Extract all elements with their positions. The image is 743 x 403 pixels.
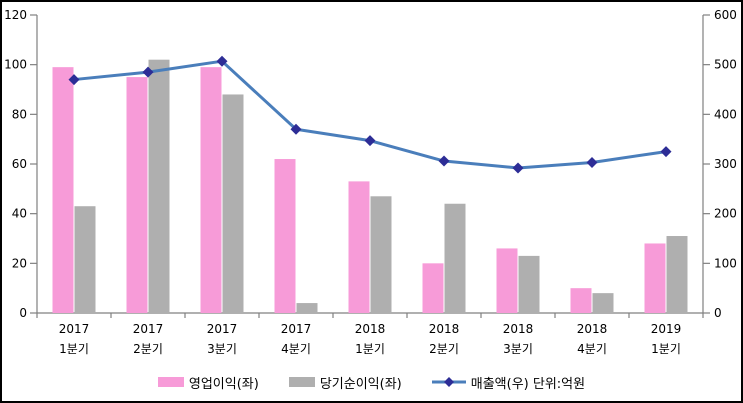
bar-net-income xyxy=(296,303,318,313)
x-axis-label-year: 2018 xyxy=(577,322,608,336)
x-axis-label-year: 2018 xyxy=(355,322,386,336)
legend-diamond-marker xyxy=(443,377,454,387)
bar-operating-profit xyxy=(52,67,74,314)
x-axis-label-quarter: 4분기 xyxy=(281,342,311,356)
bar-operating-profit xyxy=(422,263,444,313)
right-axis-tick-label: 400 xyxy=(714,107,737,121)
bar-net-income xyxy=(666,236,688,313)
legend-item-net-income: 당기순이익(좌) xyxy=(288,373,402,392)
net-income-swatch xyxy=(288,377,315,387)
x-axis-label-quarter: 3분기 xyxy=(207,342,237,356)
bar-operating-profit xyxy=(126,77,148,313)
x-axis-label-quarter: 2분기 xyxy=(429,342,459,356)
revenue-line-marker xyxy=(586,157,598,169)
revenue-line-marker xyxy=(364,135,376,147)
right-axis-tick-label: 0 xyxy=(714,306,722,320)
revenue-line-swatch xyxy=(431,377,466,387)
legend-label-net-income: 당기순이익(좌) xyxy=(319,376,402,392)
x-axis-label-quarter: 2분기 xyxy=(133,342,163,356)
bar-operating-profit xyxy=(644,243,666,313)
bar-net-income xyxy=(444,203,466,313)
bar-net-income xyxy=(592,293,614,313)
x-axis-label-year: 2017 xyxy=(281,322,312,336)
x-axis-label-year: 2019 xyxy=(651,322,682,336)
left-axis-tick-label: 20 xyxy=(12,256,27,270)
revenue-line-marker xyxy=(438,155,450,167)
x-axis-label-quarter: 1분기 xyxy=(59,342,89,356)
bar-net-income xyxy=(74,206,96,313)
bar-net-income xyxy=(148,59,170,314)
operating-profit-swatch xyxy=(157,377,184,387)
quarterly-earnings-chart: 0 20 40 60 80 100 120 0 100 200 300 400 500 600 2017 1분… xyxy=(4,8,737,356)
left-axis-tick-label: 80 xyxy=(12,107,27,121)
right-axis-tick-label: 600 xyxy=(714,8,737,22)
bar-net-income xyxy=(222,94,244,313)
legend-item-revenue: 매출액(우) 단위:억원 xyxy=(431,373,586,392)
left-axis-tick-label: 0 xyxy=(19,306,27,320)
x-axis-label-quarter: 1분기 xyxy=(651,342,681,356)
legend: 영업이익(좌) 당기순이익(좌) 매출액(우) 단위:억원 xyxy=(2,369,741,395)
left-axis-tick-label: 40 xyxy=(12,207,27,221)
revenue-line-marker xyxy=(68,74,80,86)
legend-label-revenue: 매출액(우) 단위:억원 xyxy=(470,376,586,392)
x-axis-label-quarter: 3분기 xyxy=(503,342,533,356)
x-axis-label-year: 2018 xyxy=(503,322,534,336)
right-axis-tick-label: 100 xyxy=(714,256,737,270)
right-axis-tick-label: 300 xyxy=(714,157,737,171)
x-axis-label-quarter: 1분기 xyxy=(355,342,385,356)
left-axis-tick-label: 60 xyxy=(12,157,27,171)
right-axis-tick-label: 500 xyxy=(714,58,737,72)
x-axis-label-year: 2017 xyxy=(133,322,164,336)
revenue-line-marker xyxy=(512,162,524,174)
bar-operating-profit xyxy=(496,248,518,313)
left-axis-tick-label: 100 xyxy=(4,58,27,72)
revenue-line-marker xyxy=(216,55,228,67)
x-axis-label-quarter: 4분기 xyxy=(577,342,607,356)
revenue-line-marker xyxy=(290,123,302,135)
x-axis-label-year: 2017 xyxy=(207,322,238,336)
bar-operating-profit xyxy=(274,159,296,313)
right-axis-tick-label: 200 xyxy=(714,207,737,221)
bar-net-income xyxy=(518,255,540,313)
revenue-line-marker xyxy=(142,66,154,78)
revenue-line-marker xyxy=(660,146,672,158)
x-axis-label-year: 2017 xyxy=(59,322,90,336)
bar-operating-profit xyxy=(348,181,370,313)
legend-item-operating-profit: 영업이익(좌) xyxy=(157,373,259,392)
left-axis-tick-label: 120 xyxy=(4,8,27,22)
x-axis-label-year: 2018 xyxy=(429,322,460,336)
bar-operating-profit xyxy=(200,67,222,314)
bar-net-income xyxy=(370,196,392,313)
bar-operating-profit xyxy=(570,288,592,313)
legend-label-operating-profit: 영업이익(좌) xyxy=(188,376,259,392)
